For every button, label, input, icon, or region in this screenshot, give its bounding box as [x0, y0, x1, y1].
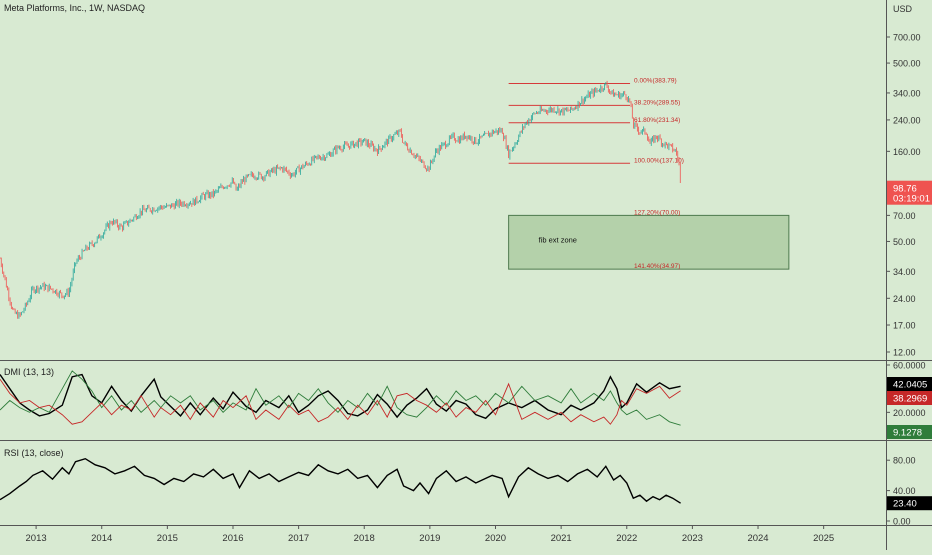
osc-tick-label: 80.00: [893, 456, 916, 466]
series-line-rsi: [0, 457, 681, 504]
price-tick-label: 340.00: [893, 88, 921, 98]
last-price-value: 98.76: [893, 184, 917, 195]
price-tick-label: 50.00: [893, 237, 916, 247]
series-last-badge: [887, 425, 932, 439]
time-tick-label: 2020: [485, 533, 506, 544]
last-price-badge: [887, 180, 932, 205]
time-tick-label: 2016: [222, 533, 243, 544]
series-last-value: 42.0405: [893, 380, 927, 391]
series-last-badge: [887, 496, 932, 511]
osc-tick-label: 40.00: [893, 486, 916, 496]
time-tick-label: 2025: [813, 533, 834, 544]
time-tick-label: 2018: [354, 533, 375, 544]
osc-tick-label: 0.00: [893, 517, 911, 527]
countdown-value: 03:19:01: [893, 194, 930, 205]
price-tick-label: 24.00: [893, 294, 916, 304]
currency-label: USD: [893, 4, 913, 14]
time-tick-label: 2017: [288, 533, 309, 544]
series-last-value: 38.2969: [893, 394, 927, 405]
rsi-pane: [0, 457, 681, 504]
time-tick-label: 2021: [551, 533, 572, 544]
price-tick-label: 500.00: [893, 59, 921, 69]
time-tick-label: 2022: [616, 533, 637, 544]
series-line-di: [0, 370, 681, 426]
series-line-di: [0, 378, 681, 425]
dmi-title: DMI (13, 13): [4, 367, 55, 377]
price-tick-label: 240.00: [893, 115, 921, 125]
series-last-value: 9.1278: [893, 428, 922, 439]
price-tick-label: 34.00: [893, 267, 916, 277]
price-tick-label: 160.00: [893, 147, 921, 157]
series-last-badge: [887, 391, 932, 405]
main-chart-title: Meta Platforms, Inc., 1W, NASDAQ: [4, 3, 146, 13]
dmi-pane: [0, 370, 681, 426]
price-tick-label: 700.00: [893, 33, 921, 43]
price-tick-label: 17.00: [893, 321, 916, 331]
rsi-title: RSI (13, close): [4, 448, 64, 458]
fib-level-label: 100.00%(137.10): [634, 157, 684, 164]
osc-tick-label: 20.0000: [893, 408, 926, 418]
price-pane: fib ext zone 0.00%(383.79) 38.20%(289.55) 6…: [0, 78, 790, 319]
series-last-value: 23.40: [893, 499, 917, 510]
time-tick-label: 2014: [91, 533, 112, 544]
series-last-badge: [887, 377, 932, 391]
time-tick-label: 2019: [419, 533, 440, 544]
price-tick-label: 70.00: [893, 211, 916, 221]
price-tick-label: 12.00: [893, 348, 916, 358]
time-tick-label: 2013: [26, 533, 47, 544]
time-tick-label: 2015: [157, 533, 178, 544]
fib-level-label: 61.80%(231.34): [634, 117, 680, 124]
time-tick-label: 2024: [747, 533, 768, 544]
time-tick-label: 2023: [682, 533, 703, 544]
fib-level-label: 38.20%(289.55): [634, 99, 680, 106]
osc-tick-label: 60.0000: [893, 361, 926, 371]
fib-level-label: 0.00%(383.79): [634, 78, 677, 85]
fib-ext-zone-label: fib ext zone: [539, 235, 577, 244]
fib-level-label: 141.40%(34.97): [634, 263, 680, 270]
fib-level-label: 127.20%(70.00): [634, 209, 680, 216]
fib-ext-zone: [508, 214, 790, 270]
